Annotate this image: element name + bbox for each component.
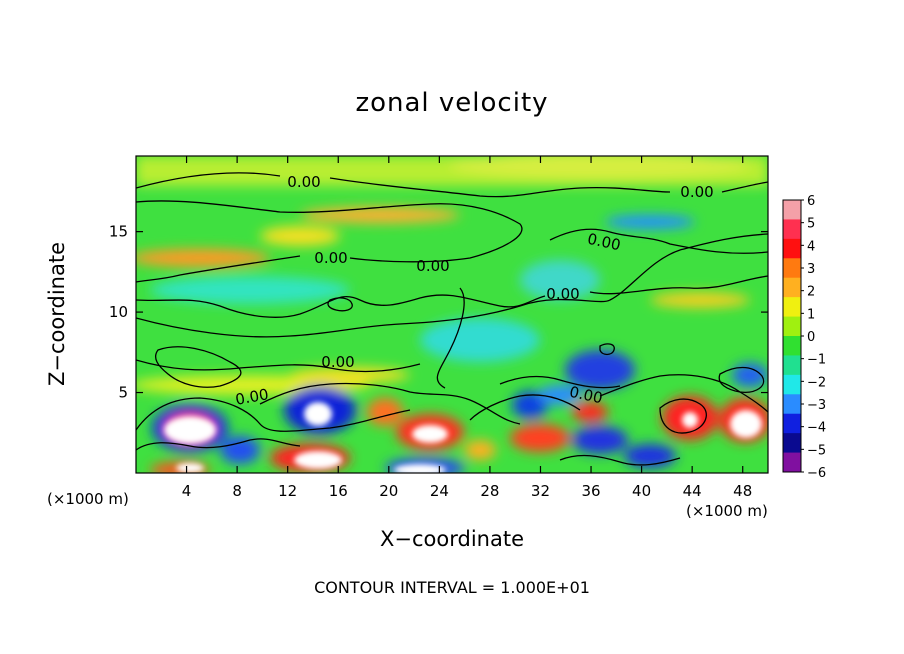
colorbar-tick-label: 1 — [807, 307, 815, 322]
colorbar-swatch — [783, 452, 801, 473]
contour-label: 0.00 — [234, 385, 270, 409]
x-axis-label: X−coordinate — [380, 527, 524, 551]
y-tick-label: 10 — [109, 303, 128, 321]
colorbar-swatch — [783, 219, 801, 240]
colorbar-tick-label: −2 — [807, 375, 826, 390]
y-tick-label: 15 — [109, 223, 128, 241]
x-tick-label: 16 — [329, 482, 348, 500]
x-tick-label: 36 — [581, 482, 600, 500]
x-tick-label: 32 — [531, 482, 550, 500]
colorbar-tick-label: −6 — [807, 466, 826, 481]
x-tick-label: 28 — [480, 482, 499, 500]
colorbar-tick-label: 5 — [807, 217, 815, 232]
colorbar-tick-label: −1 — [807, 353, 826, 368]
plot-frame — [135, 155, 769, 474]
colorbar-tick-label: 2 — [807, 285, 815, 300]
x-unit-label-right: (×1000 m) — [686, 502, 768, 520]
x-tick-label: 4 — [182, 482, 192, 500]
contour-label: 0.00 — [416, 257, 449, 275]
contour-label: 0.00 — [680, 183, 713, 201]
colorbar-tick-label: −5 — [807, 443, 826, 458]
x-unit-label-left: (×1000 m) — [47, 490, 129, 508]
contour-label: 0.00 — [287, 173, 320, 191]
colorbar-swatch — [783, 258, 801, 279]
y-tick-label: 5 — [118, 384, 128, 402]
contour-label: 0.00 — [321, 353, 354, 371]
colorbar-swatch — [783, 433, 801, 454]
x-tick-label: 44 — [683, 482, 702, 500]
contour-interval-note: CONTOUR INTERVAL = 1.000E+01 — [314, 578, 590, 597]
contour-label-group: 0.00 0.00 0.00 0.00 0.00 0.00 0.00 0.00 … — [234, 173, 714, 409]
colorbar-swatch — [783, 413, 801, 434]
x-tick-label: 48 — [733, 482, 752, 500]
x-axis: 4 8 12 16 20 24 28 32 36 40 44 48 — [182, 156, 752, 500]
colorbar-swatch — [783, 238, 801, 259]
colorbar-tick-label: 0 — [807, 330, 815, 345]
contour-label: 0.00 — [546, 285, 579, 303]
colorbar-tick-label: −3 — [807, 398, 826, 413]
colorbar-swatch — [783, 316, 801, 337]
chart-title: zonal velocity — [355, 88, 549, 118]
contour-label: 0.00 — [314, 249, 347, 267]
colorbar-tick-label: −4 — [807, 421, 826, 436]
colorbar-tick-label: 4 — [807, 239, 815, 254]
colorbar: 6 5 4 3 2 1 0 −1 −2 −3 −4 −5 −6 — [782, 194, 826, 481]
x-tick-label: 40 — [632, 482, 651, 500]
colorbar-swatch — [783, 200, 801, 220]
colorbar-swatch — [783, 374, 801, 395]
x-tick-label: 24 — [430, 482, 449, 500]
x-tick-label: 20 — [379, 482, 398, 500]
x-tick-label: 12 — [278, 482, 297, 500]
x-tick-label: 8 — [232, 482, 242, 500]
colorbar-swatch — [783, 277, 801, 298]
y-axis: 5 10 15 — [109, 223, 768, 402]
colorbar-swatch — [783, 336, 801, 356]
colorbar-swatch — [783, 297, 801, 318]
colorbar-tick-label: 6 — [807, 194, 815, 209]
colorbar-swatch — [783, 394, 801, 415]
colorbar-swatch — [783, 355, 801, 376]
contour-lines — [136, 172, 768, 466]
heatmap-field: 0.00 0.00 0.00 0.00 0.00 0.00 0.00 0.00 … — [136, 156, 768, 473]
colorbar-tick-label: 3 — [807, 262, 815, 277]
